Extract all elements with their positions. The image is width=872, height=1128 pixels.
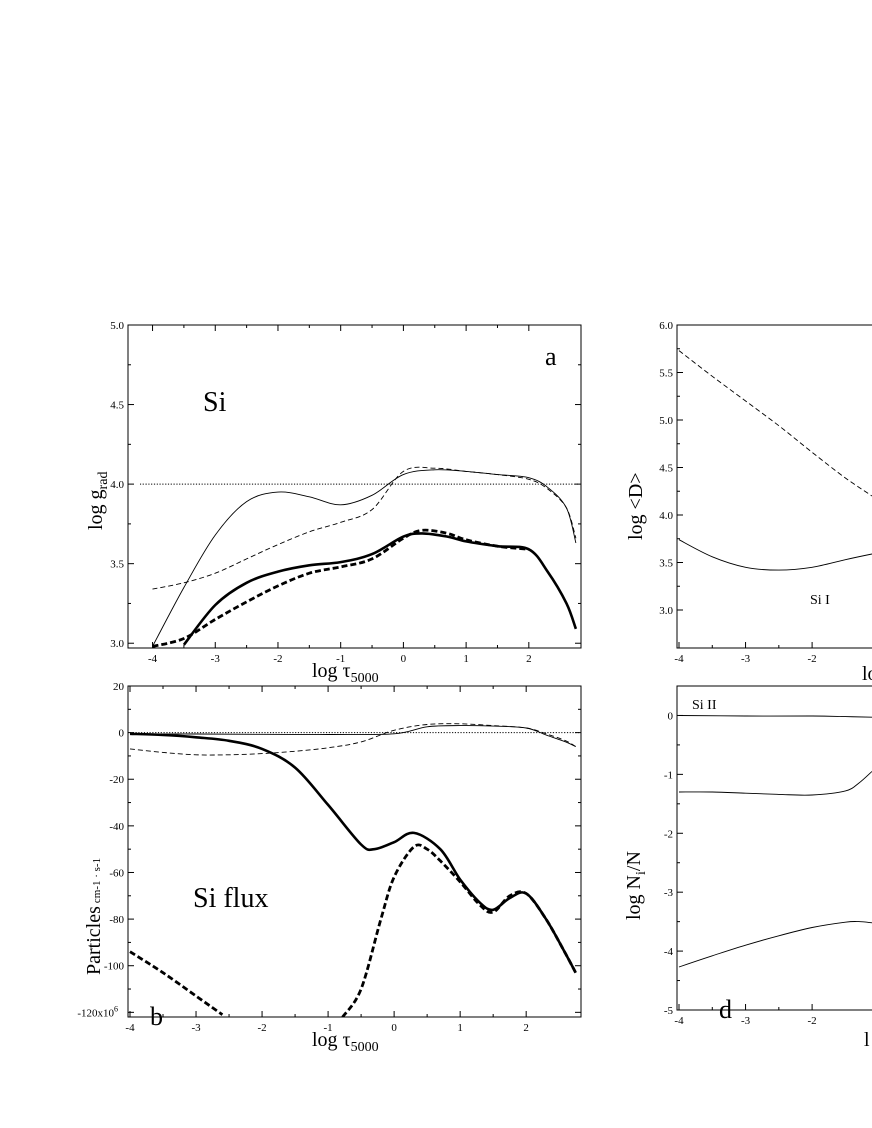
ytick-label: -20 [109,774,124,786]
xtick-label: 1 [463,653,469,665]
panel-b-frame [127,685,582,1018]
panel-a-series [139,466,579,648]
ytick-label: -4 [664,946,674,958]
ytick-label: 3.0 [110,638,124,650]
ytick-label: 3.5 [110,559,124,571]
ytick-label: 3.0 [659,605,673,617]
ytick-label: -5 [664,1005,674,1017]
panel-a-frame [127,324,582,649]
panel-c-ylabel: log <D> [625,472,647,540]
panel-d: -5-4-3-2-10 -4 -3 -2 d Si II Si I l log Ni… [623,593,872,1051]
panel-c-frame [676,324,872,649]
series-dashed-thick-4 [129,950,224,1016]
series-solid-thick-3 [182,532,578,646]
series-solid-thin-1 [129,725,576,748]
series-solid-thin-0 [678,715,872,718]
series-solid-thin-1 [678,539,872,571]
annotation-si-ii: Si II [692,698,717,713]
series-dashed-thin-2 [152,466,577,590]
panel-d-letter: d [719,995,732,1024]
xtick-label: 1 [457,1022,463,1034]
panel-d-ylabel: log Ni/N [623,851,649,920]
panel-c-xlabel-partial: lo [862,663,872,685]
series-dashed-thin-2 [129,723,576,756]
ytick-label: 3.5 [659,558,673,570]
ytick-label: 6.0 [659,320,673,332]
panel-c-xticks: -4 -3 -2 [674,642,817,665]
ytick-label: 5.5 [659,368,673,380]
panel-d-yticks: -5 -4 -3 -2 -1 0 [664,710,683,1017]
series-solid-thick-3 [129,732,577,974]
series-solid-thin-2 [678,921,872,968]
ytick-label: 0 [668,710,674,722]
panel-b-letter: b [150,1002,163,1031]
series-solid-thin-1 [678,771,872,796]
panel-d-frame [676,685,872,1011]
ytick-label: -3 [664,887,674,899]
annotation-si-i: Si I [810,593,830,608]
xtick-label: -4 [674,1015,684,1027]
ytick-label: -2 [664,828,673,840]
ytick-label: 20 [113,681,125,693]
xtick-label: -1 [336,653,345,665]
xtick-label: 2 [523,1022,529,1034]
panel-a-ylabel: log grad [85,472,111,530]
ytick-label: 4.0 [659,510,673,522]
panel-b-flux-label: Si flux [193,883,268,914]
panel-a-yticks: 3.0 3.5 4.0 4.5 5.0 [110,320,581,650]
ytick-label: -80 [109,914,124,926]
panel-c-series [678,350,872,571]
panel-b-xlabel: log τ5000 [312,1029,379,1055]
ytick-label: -120x106 [77,1004,118,1019]
ytick-label: -40 [109,821,124,833]
panel-d-series [678,715,872,968]
panel-b-ylabel: Particlescm-1 · s-1 [83,858,105,975]
ytick-label: 0 [119,728,125,740]
series-dashed-thick-4 [152,528,529,648]
ytick-label: -1 [664,769,673,781]
panel-b-yticks: -120x106 -100 -80 -60 -40 -20 0 20 [77,681,581,1019]
xtick-label: -3 [741,1015,751,1027]
ytick-label: 5.0 [659,415,673,427]
xtick-label: -3 [211,653,221,665]
ytick-label: 4.0 [110,479,124,491]
panel-c: 3.0 3.5 4.0 4.5 5.0 5.5 6.0 -4 -3 -2 lo log <D> [625,320,872,685]
series-solid-thin-1 [152,469,577,647]
xtick-label: 2 [526,653,532,665]
panel-a-xlabel: log τ5000 [312,660,379,686]
xtick-label: -2 [273,653,282,665]
ytick-label: -100 [104,961,125,973]
ytick-label: 4.5 [659,463,673,475]
panel-a: 3.0 3.5 4.0 4.5 5.0 -4 -3 -2 -1 0 1 2 a Si log τ50… [85,320,582,686]
panel-b-xticks: -4 -3 -2 -1 0 1 2 [125,686,529,1034]
series-dashed-thick-5 [341,843,577,1017]
xtick-label: -2 [808,1015,817,1027]
xtick-label: -2 [257,1022,266,1034]
ytick-label: 4.5 [110,400,124,412]
xtick-label: -2 [808,653,817,665]
panel-c-yticks: 3.0 3.5 4.0 4.5 5.0 5.5 6.0 [659,320,683,617]
xtick-label: -3 [191,1022,201,1034]
panel-a-element-label: Si [203,387,227,418]
xtick-label: -4 [148,653,158,665]
xtick-label: -4 [674,653,684,665]
xtick-label: 0 [401,653,407,665]
xtick-label: -1 [324,1022,333,1034]
xtick-label: -3 [741,653,751,665]
panel-d-xticks: -4 -3 -2 [674,1004,817,1027]
xtick-label: 0 [391,1022,397,1034]
ytick-label: -60 [109,867,124,879]
xtick-label: -4 [125,1022,135,1034]
panel-d-xlabel-partial: l [864,1029,870,1051]
panel-a-xticks: -4 -3 -2 -1 0 1 2 [148,325,532,665]
panel-b-series [129,723,579,1017]
panel-a-letter: a [545,342,557,371]
ytick-label: 5.0 [110,320,124,332]
series-dashed-thin-0 [678,350,872,497]
